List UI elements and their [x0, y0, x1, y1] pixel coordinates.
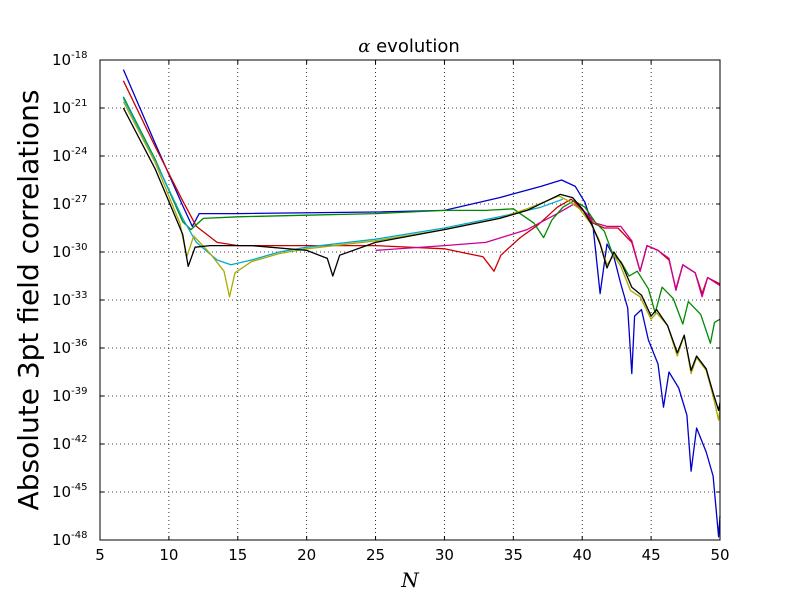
- x-tick-label: 10: [159, 546, 178, 564]
- chart-title: α evolution: [358, 36, 460, 57]
- x-tick-label: 15: [228, 546, 247, 564]
- y-tick-label: 10-45: [52, 482, 87, 501]
- y-tick-label: 10-39: [52, 386, 87, 405]
- y-tick-label: 10-48: [52, 530, 87, 549]
- grid: [100, 60, 720, 540]
- y-tick-label: 10-21: [52, 98, 87, 117]
- series-line-3: [375, 203, 721, 298]
- x-tick-label: 5: [95, 546, 105, 564]
- y-tick-label: 10-18: [52, 50, 87, 69]
- series-line-5: [122, 98, 564, 266]
- x-tick-label: 50: [710, 546, 729, 564]
- x-tick-label: 45: [642, 546, 661, 564]
- x-tick-label: 20: [297, 546, 316, 564]
- chart-title-symbol: α: [358, 36, 370, 57]
- y-axis-label: Absolute 3pt field correlations: [12, 90, 45, 511]
- series-line-6: [122, 101, 721, 421]
- x-tick-label: 35: [504, 546, 523, 564]
- ticks: 5 10 15 20 25 30 35 40 45 50 10-48 10-45 10-42 10-39 1…: [52, 50, 730, 564]
- series-line-2: [122, 80, 721, 295]
- y-tick-label: 10-33: [52, 290, 87, 309]
- x-axis-label: N: [400, 568, 420, 592]
- y-tick-label: 10-30: [52, 242, 87, 261]
- y-tick-label: 10-36: [52, 338, 87, 357]
- y-tick-label: 10-27: [52, 194, 87, 213]
- series-line-7: [122, 107, 721, 412]
- series-line-4: [122, 96, 721, 344]
- y-tick-label: 10-24: [52, 146, 87, 165]
- x-tick-label: 40: [573, 546, 592, 564]
- x-tick-label: 25: [366, 546, 385, 564]
- series-line-1: [122, 69, 721, 538]
- chart-title-text: evolution: [370, 36, 459, 57]
- x-tick-label: 30: [435, 546, 454, 564]
- series-group: [122, 69, 721, 538]
- y-tick-label: 10-42: [52, 434, 87, 453]
